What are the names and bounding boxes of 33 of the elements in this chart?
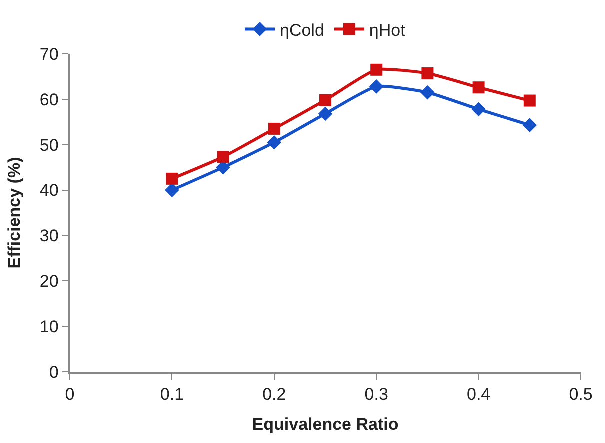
x-tick-label: 0.4 [466, 385, 491, 404]
y-tick-label: 40 [40, 181, 59, 200]
y-tick-label: 30 [40, 226, 59, 246]
point [320, 94, 332, 106]
x-tick-label: 0 [65, 385, 75, 404]
y-tick-label: 70 [40, 44, 59, 64]
y-tick-label: 20 [40, 272, 59, 292]
y-tick-label: 10 [40, 318, 59, 337]
y-tick-label: 0 [49, 362, 59, 382]
y-tick-label: 50 [40, 136, 59, 155]
x-tick-label: 0.1 [160, 385, 184, 404]
x-tick-label: 0.2 [262, 385, 286, 404]
point [422, 68, 434, 80]
point [165, 183, 180, 198]
point [472, 82, 485, 94]
point [472, 102, 486, 117]
point [318, 106, 333, 122]
legend-label: ηCold [280, 20, 324, 40]
point [268, 122, 280, 135]
x-tick-label: 0.5 [569, 385, 593, 404]
point [369, 80, 384, 94]
point [370, 64, 383, 76]
point [420, 85, 435, 100]
point [522, 118, 538, 132]
y-axis-title: Efficiency (%) [4, 157, 24, 269]
point [267, 135, 282, 150]
y-tick-label: 60 [40, 90, 59, 110]
point [166, 172, 178, 185]
point [217, 151, 230, 164]
x-tick-label: 0.3 [364, 385, 388, 404]
x-axis-title: Equivalence Ratio [252, 415, 399, 434]
point [524, 94, 536, 107]
legend-label: ηHot [369, 20, 406, 40]
